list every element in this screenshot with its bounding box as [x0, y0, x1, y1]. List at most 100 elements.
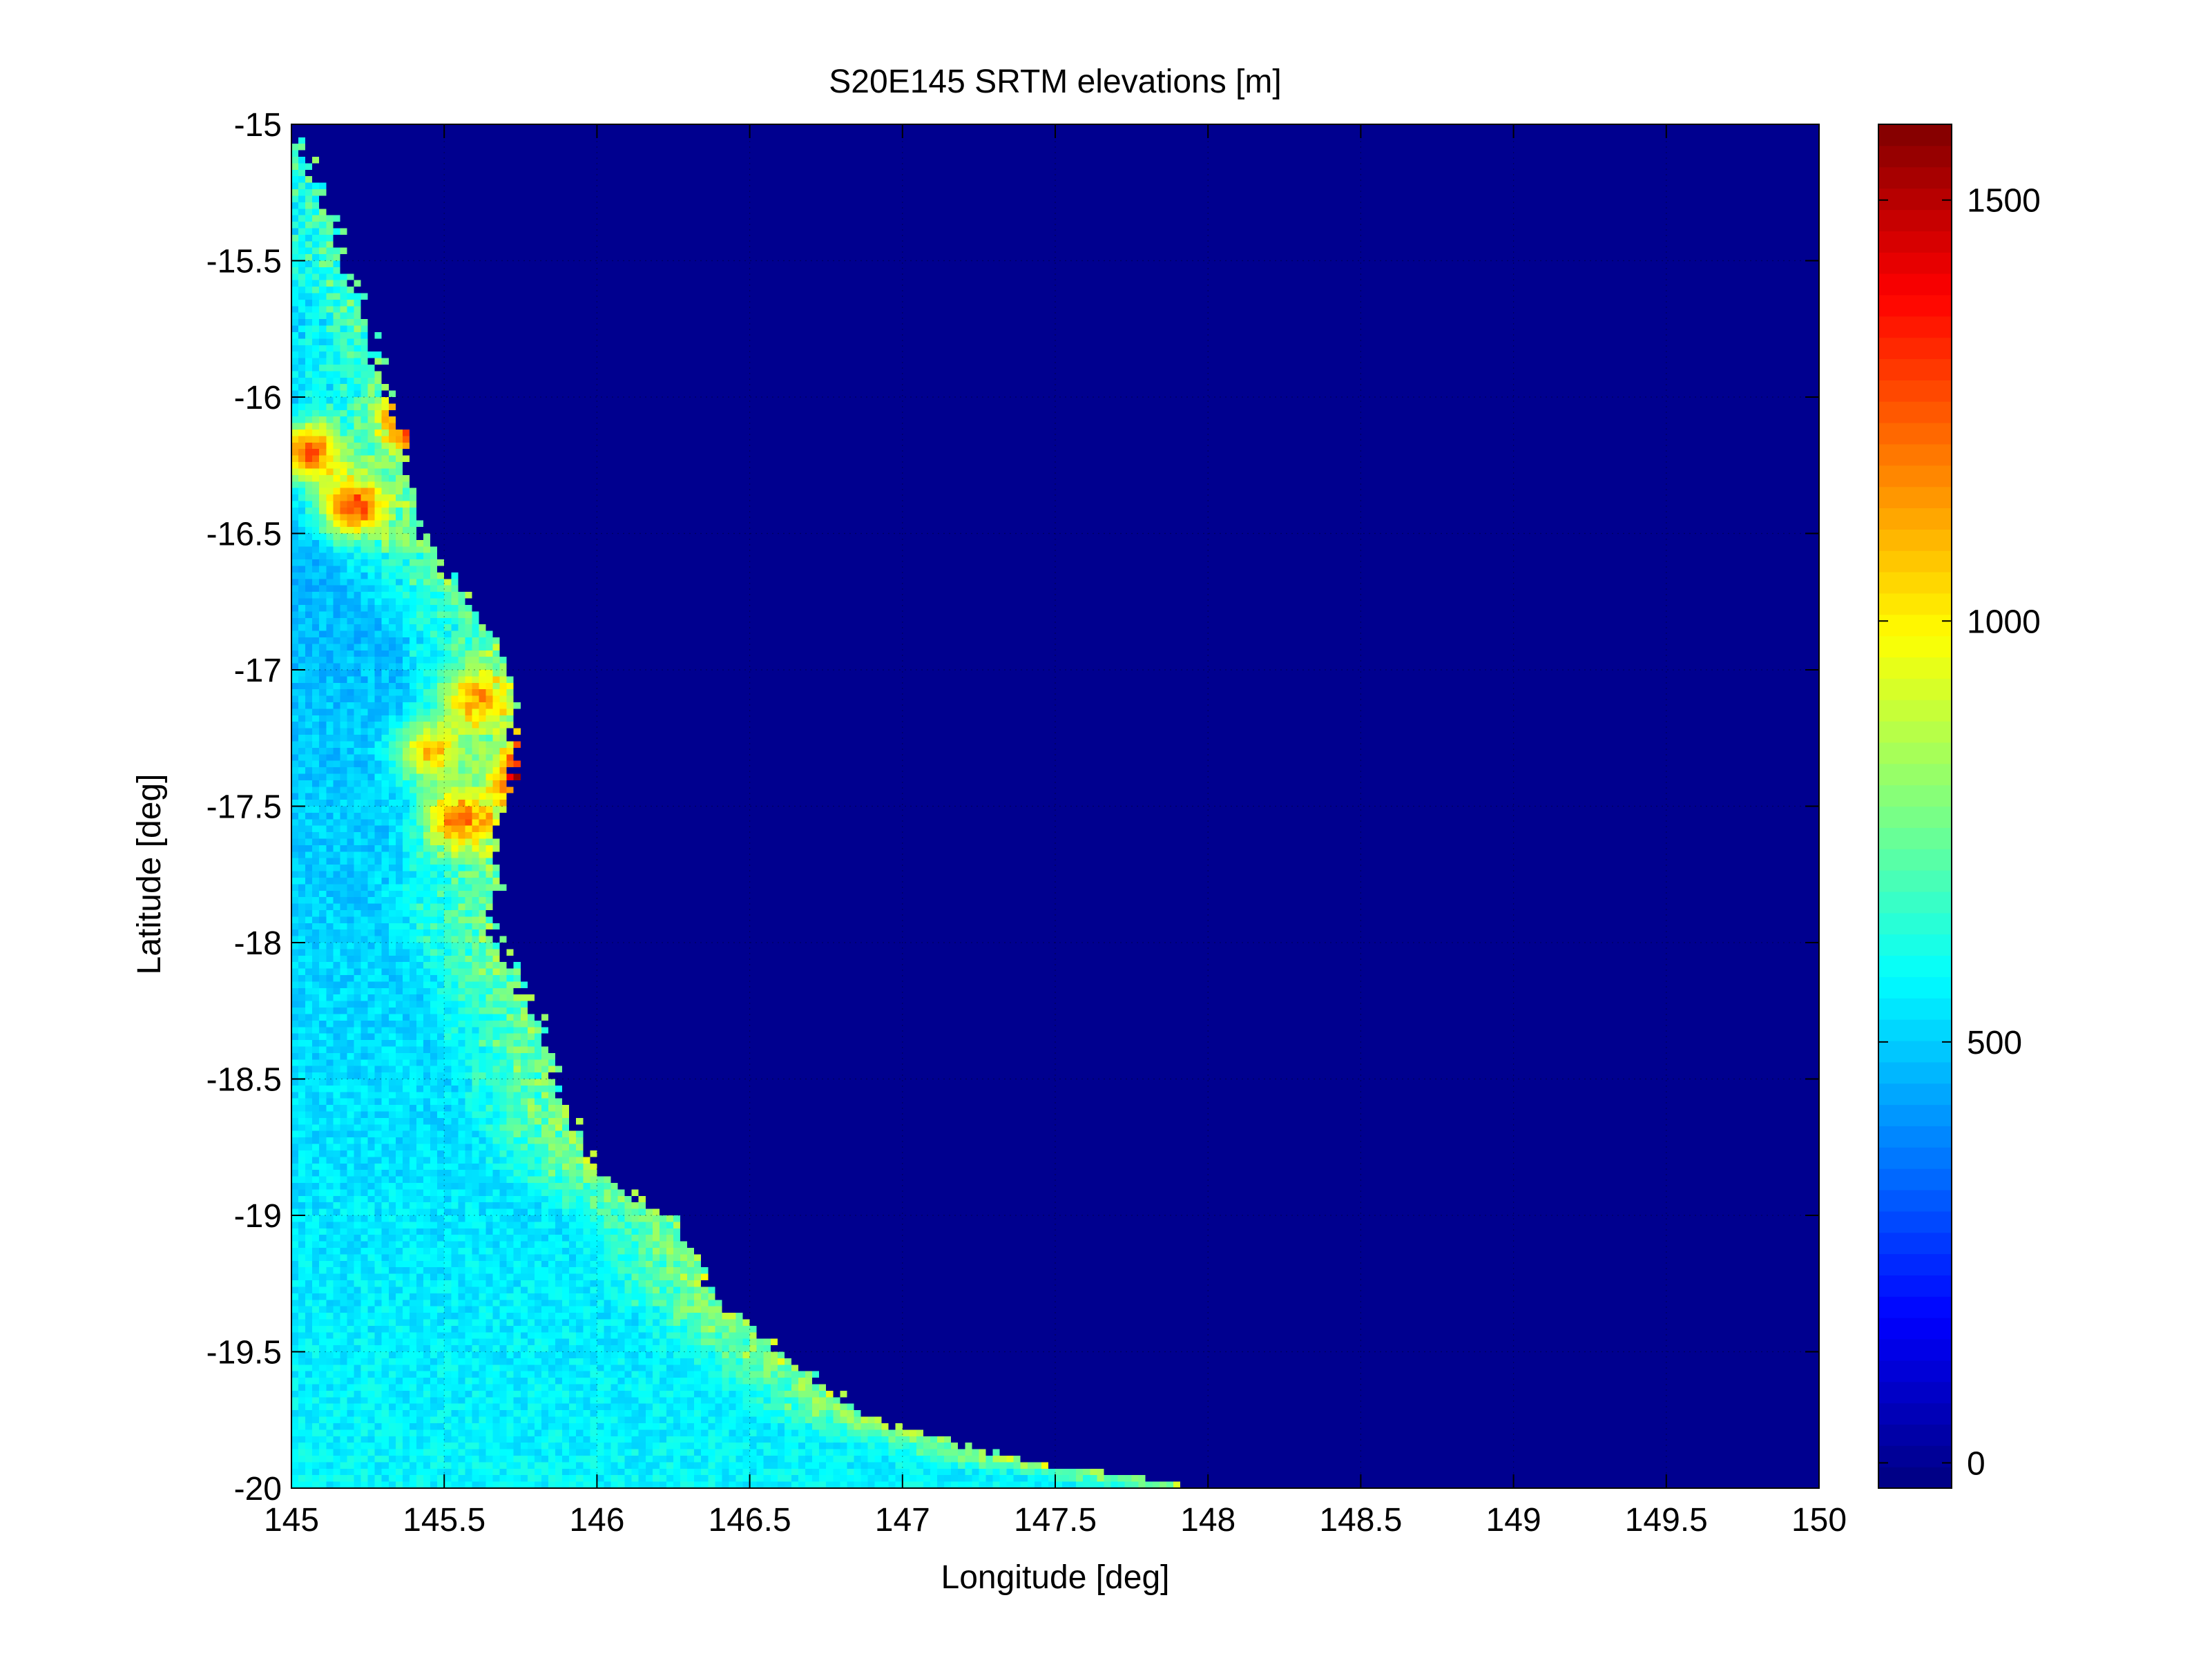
colorbar-band [1878, 252, 1952, 274]
colorbar-band [1878, 188, 1952, 211]
colorbar-band [1878, 1211, 1952, 1233]
colorbar-band [1878, 1445, 1952, 1467]
colorbar-band [1878, 1381, 1952, 1404]
colorbar-frame [1878, 124, 1952, 1489]
y-tick-label: -17 [234, 653, 282, 689]
colorbar-band [1878, 1424, 1952, 1446]
colorbar-band [1878, 592, 1952, 615]
colorbar-band [1878, 1061, 1952, 1084]
colorbar-band [1878, 1083, 1952, 1106]
elevation-raster [291, 124, 1819, 1488]
chart-title: S20E145 SRTM elevations [m] [829, 64, 1281, 100]
x-tick-label: 148.5 [1319, 1502, 1402, 1539]
colorbar-band [1878, 124, 1952, 146]
colorbar-band [1878, 827, 1952, 849]
colorbar-band [1878, 1296, 1952, 1318]
colorbar-band [1878, 486, 1952, 509]
colorbar-band [1878, 657, 1952, 679]
colorbar-band [1878, 1147, 1952, 1169]
colorbar-band [1878, 273, 1952, 296]
colorbar-band [1878, 1019, 1952, 1041]
colorbar-band [1878, 316, 1952, 338]
colorbar-band [1878, 870, 1952, 892]
x-axis-title: Longitude [deg] [941, 1559, 1170, 1596]
y-tick-label: -16 [234, 380, 282, 416]
colorbar-band [1878, 294, 1952, 317]
x-tick-label: 149 [1486, 1502, 1541, 1539]
colorbar-band [1878, 721, 1952, 743]
colorbar-band [1878, 934, 1952, 956]
y-tick-label: -17.5 [206, 789, 282, 826]
colorbar-band [1878, 401, 1952, 423]
colorbar-band [1878, 380, 1952, 402]
colorbar-band [1878, 572, 1952, 594]
colorbar-band [1878, 1402, 1952, 1425]
colorbar-band [1878, 231, 1952, 253]
colorbar-band [1878, 1232, 1952, 1255]
x-tick-label: 145 [264, 1502, 319, 1539]
colorbar-tick-label: 1000 [1967, 604, 2041, 640]
colorbar-band [1878, 998, 1952, 1020]
colorbar-band [1878, 614, 1952, 637]
colorbar-band [1878, 1360, 1952, 1382]
colorbar-band [1878, 1189, 1952, 1212]
y-tick-label: -18.5 [206, 1062, 282, 1099]
colorbar-band [1878, 1338, 1952, 1361]
colorbar-band [1878, 358, 1952, 380]
colorbar-band [1878, 145, 1952, 168]
x-tick-label: 150 [1791, 1502, 1847, 1539]
colorbar-band [1878, 550, 1952, 572]
colorbar-band [1878, 508, 1952, 530]
colorbar-band [1878, 337, 1952, 360]
plot-area [291, 124, 1820, 1489]
x-tick-label: 146.5 [709, 1502, 791, 1539]
colorbar-band [1878, 742, 1952, 764]
x-tick-label: 145.5 [403, 1502, 485, 1539]
colorbar-tick-label: 1500 [1967, 183, 2041, 220]
colorbar-band [1878, 166, 1952, 189]
colorbar-band [1878, 678, 1952, 700]
colorbar: 0 500 1000 1500 [1878, 124, 2041, 1489]
colorbar-band [1878, 700, 1952, 722]
y-tick-label: -15 [234, 107, 282, 144]
x-tick-label: 148 [1180, 1502, 1235, 1539]
colorbar-band [1878, 806, 1952, 828]
colorbar-band [1878, 529, 1952, 551]
colorbar-band [1878, 209, 1952, 231]
colorbar-band [1878, 1275, 1952, 1297]
colorbar-band [1878, 1040, 1952, 1063]
colorbar-band [1878, 1168, 1952, 1191]
x-tick-label: 149.5 [1625, 1502, 1708, 1539]
colorbar-band [1878, 1104, 1952, 1126]
colorbar-band [1878, 1467, 1952, 1489]
colorbar-band [1878, 849, 1952, 871]
y-axis-title: Latitude [deg] [131, 774, 168, 975]
colorbar-band [1878, 635, 1952, 658]
y-axis: -15 -15.5 -16 -16.5 -17 -17.5 -18 -18.5 -19 -19.5… [206, 107, 1819, 1507]
colorbar-band [1878, 1126, 1952, 1148]
colorbar-band [1878, 784, 1952, 807]
y-tick-label: -19 [234, 1198, 282, 1235]
colorbar-tick-label: 500 [1967, 1025, 2022, 1061]
colorbar-band [1878, 912, 1952, 935]
colorbar-band [1878, 1318, 1952, 1340]
y-tick-label: -18 [234, 925, 282, 962]
y-tick-label: -19.5 [206, 1335, 282, 1371]
colorbar-band [1878, 976, 1952, 999]
y-tick-label: -15.5 [206, 244, 282, 280]
x-axis: 145 145.5 146 146.5 147 147.5 148 148.5 149 149.5… [264, 124, 1847, 1539]
colorbar-band [1878, 891, 1952, 914]
x-tick-label: 147.5 [1014, 1502, 1097, 1539]
colorbar-band [1878, 763, 1952, 786]
colorbar-band [1878, 443, 1952, 466]
colorbar-band [1878, 423, 1952, 445]
colorbar-tick-label: 0 [1967, 1445, 1985, 1482]
y-tick-label: -20 [234, 1471, 282, 1507]
colorbar-band [1878, 955, 1952, 977]
colorbar-band [1878, 465, 1952, 488]
colorbar-band [1878, 1253, 1952, 1276]
x-tick-label: 146 [569, 1502, 624, 1539]
x-tick-label: 147 [875, 1502, 930, 1539]
y-tick-label: -16.5 [206, 517, 282, 553]
